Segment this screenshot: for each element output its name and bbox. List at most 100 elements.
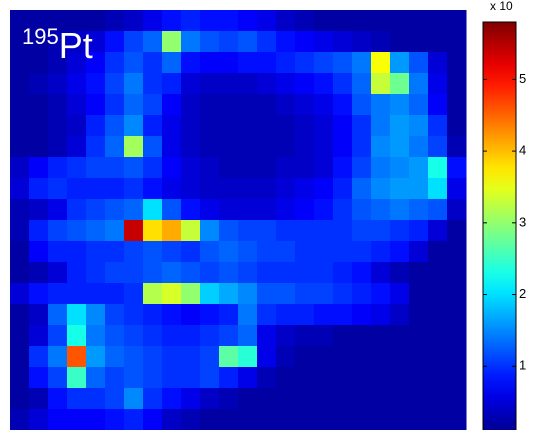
heatmap-cell [333,115,353,137]
heatmap-cell [409,10,429,32]
heatmap-cell [10,157,30,179]
heatmap-cell [238,199,258,221]
heatmap-cell [428,115,448,137]
heatmap-cell [390,31,410,53]
heatmap-cell [352,367,372,389]
heatmap-cell [86,367,106,389]
heatmap-cell [219,346,239,368]
heatmap-cell [105,94,125,116]
heatmap-cell [276,220,296,242]
heatmap-cell [238,178,258,200]
heatmap-cell [181,388,201,410]
heatmap-cell [162,325,182,347]
heatmap-cell [200,241,220,263]
heatmap-cell [352,262,372,284]
heatmap-cell [48,262,68,284]
heatmap-cell [447,52,467,74]
heatmap-cell [447,283,467,305]
heatmap-cell [371,409,391,430]
colorbar-tick-label: 1 [519,358,526,373]
heatmap-cell [390,241,410,263]
heatmap-cell [390,388,410,410]
heatmap-cell [333,262,353,284]
heatmap-cell [428,283,448,305]
heatmap-cell [181,367,201,389]
heatmap-cell [162,388,182,410]
heatmap-cell [371,346,391,368]
heatmap-cell [200,52,220,74]
page: 195Pt x 10 12345 (() => { const data = J… [0,0,551,430]
heatmap-cell [352,136,372,158]
heatmap-cell [238,115,258,137]
heatmap-cell [67,241,87,263]
heatmap-cell [10,241,30,263]
heatmap-cell [124,157,144,179]
heatmap-cell [124,115,144,137]
heatmap-cell [181,325,201,347]
heatmap-cell [219,283,239,305]
heatmap-cell [162,367,182,389]
heatmap-cell [162,199,182,221]
heatmap-cell [124,283,144,305]
heatmap-cell [352,199,372,221]
heatmap-cell [409,409,429,430]
heatmap-cell [162,283,182,305]
heatmap-cell [314,10,334,32]
heatmap-cell [390,262,410,284]
heatmap-cell [295,52,315,74]
heatmap-cell [10,283,30,305]
heatmap-cell [409,157,429,179]
heatmap-cell [314,241,334,263]
heatmap-cell [181,262,201,284]
heatmap-cell [200,73,220,95]
heatmap-cell [371,94,391,116]
heatmap-cell [124,241,144,263]
heatmap-cell [257,31,277,53]
heatmap-cell [29,220,49,242]
heatmap-cell [333,136,353,158]
heatmap-cell [124,10,144,32]
heatmap-cell [143,388,163,410]
heatmap-cell [219,325,239,347]
heatmap-cell [143,31,163,53]
heatmap-cell [67,388,87,410]
heatmap-cell [447,136,467,158]
heatmap-cell [276,199,296,221]
title-main: Pt [59,25,93,66]
heatmap-cell [86,199,106,221]
heatmap-cell [371,304,391,326]
heatmap-cell [105,52,125,74]
heatmap-cell [314,220,334,242]
heatmap-cell [390,136,410,158]
heatmap-cell [86,220,106,242]
heatmap-cell [181,73,201,95]
heatmap-cell [143,178,163,200]
heatmap-cell [219,367,239,389]
heatmap-cell [333,220,353,242]
heatmap-cell [352,157,372,179]
colorbar-tick-label: 3 [519,214,526,229]
heatmap-cell [409,31,429,53]
heatmap-cell [333,346,353,368]
heatmap-cell [143,325,163,347]
heatmap-cell [181,157,201,179]
heatmap-cell [371,136,391,158]
heatmap-cell [295,199,315,221]
heatmap-cell [86,136,106,158]
heatmap-cell [352,241,372,263]
heatmap-cell [390,325,410,347]
heatmap-cell [428,346,448,368]
heatmap-cell [238,157,258,179]
heatmap-cell [295,136,315,158]
heatmap-cell [257,136,277,158]
heatmap-cell [105,241,125,263]
heatmap-cell [371,367,391,389]
heatmap-cell [86,388,106,410]
heatmap-cell [200,367,220,389]
heatmap-cell [124,220,144,242]
heatmap-cell [105,136,125,158]
heatmap-cell [219,157,239,179]
heatmap-cell [276,157,296,179]
heatmap-cell [10,136,30,158]
heatmap-cell [428,367,448,389]
